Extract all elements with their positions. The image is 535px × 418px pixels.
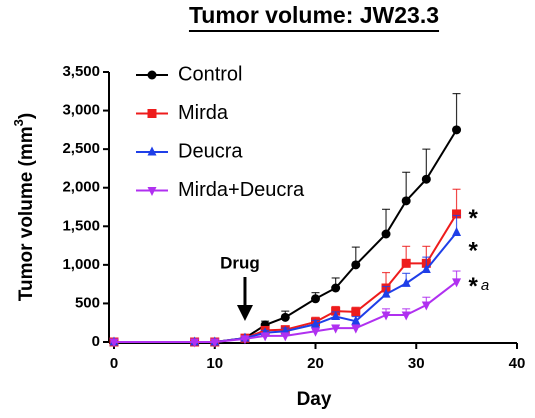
x-tick-label: 40 [509,355,526,372]
marker [260,332,270,342]
marker [351,260,361,270]
marker [331,283,341,293]
marker [381,311,391,321]
marker [381,229,391,239]
y-tick-label: 3,500 [62,63,100,80]
marker [331,324,341,334]
y-tick-label: 1,000 [62,256,100,273]
x-tick-label: 10 [206,355,223,372]
marker [280,312,290,322]
y-label-sup: 3 [11,119,26,126]
marker [351,315,361,325]
x-tick-label: 0 [110,355,118,372]
marker [109,338,119,348]
series-line [114,129,458,343]
marker [381,288,391,298]
marker [401,196,411,206]
marker [452,209,462,219]
y-label-end: ) [16,113,37,119]
marker [452,278,462,288]
marker [421,174,431,184]
y-tick-label: 0 [92,333,100,350]
legend-marker [147,109,157,118]
marker [311,327,320,337]
error-bar [422,148,431,180]
marker [190,338,200,348]
marker [240,335,250,345]
marker [421,263,431,273]
annotation-star: * [469,205,479,232]
series-line [114,213,458,343]
marker [351,307,361,317]
legend-marker [147,187,157,196]
x-tick-label: 30 [408,355,425,372]
marker [331,311,341,321]
y-tick-label: 3,000 [62,102,100,119]
y-tick-label: 2,500 [62,140,100,157]
annotation-star: * [469,238,479,265]
significance-mark: * [469,238,479,265]
x-axis-label: Day [297,389,332,410]
marker [401,277,411,287]
chart-title: Tumor volume: JW23.3 [189,2,439,28]
legend-label: Mirda+Deucra [178,179,305,201]
legend-label: Control [178,63,242,85]
marker [210,338,220,348]
x-tick-label: 20 [307,355,324,372]
marker [452,226,462,236]
y-tick-label: 500 [75,294,100,311]
y-tick-label: 1,500 [62,217,100,234]
legend-marker [147,146,157,156]
significance-mark: * a [469,273,490,300]
marker [401,311,411,321]
marker [351,324,361,334]
significance-mark: * [469,205,479,232]
marker [311,294,320,304]
y-tick-label: 2,000 [62,179,100,196]
y-label-text: Tumor volume (mm [16,126,37,301]
legend-label: Mirda [178,102,229,124]
drug-arrow [236,277,253,321]
marker [452,125,462,135]
annotation-note: a [481,277,489,294]
legend-label: Deucra [178,140,243,162]
marker [280,332,290,342]
error-bar [402,171,411,201]
marker [421,301,431,311]
marker [311,318,320,328]
arrow-head [236,305,253,321]
drug-label: Drug [220,253,260,272]
annotation-star: * [469,273,479,300]
error-bar [452,92,461,130]
legend-marker [147,70,157,80]
marker [401,258,411,268]
y-axis-label: Tumor volume (mm3) [11,113,37,301]
